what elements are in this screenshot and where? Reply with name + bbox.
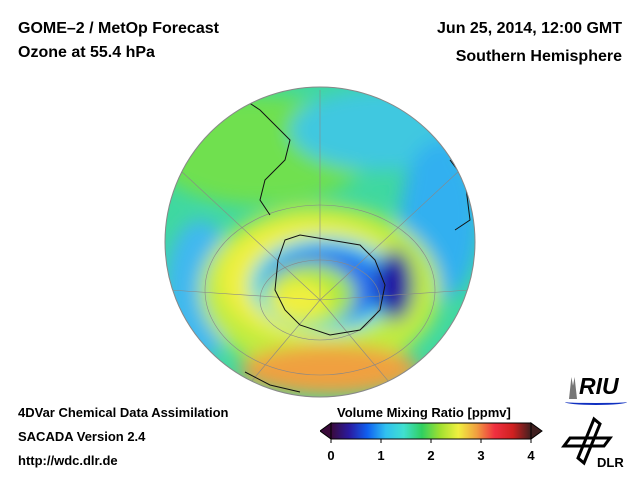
riu-logo: RIU bbox=[565, 373, 630, 405]
title-line2: Ozone at 55.4 hPa bbox=[18, 44, 155, 61]
footer-line1: 4DVar Chemical Data Assimilation bbox=[18, 405, 229, 420]
footer-line2: SACADA Version 2.4 bbox=[18, 429, 146, 444]
colorbar-tick-label: 0 bbox=[327, 448, 334, 463]
colorbar-tick-label: 4 bbox=[527, 448, 535, 463]
graticule bbox=[169, 90, 471, 396]
colorbar-tick-label: 1 bbox=[377, 448, 384, 463]
title-line1: GOME–2 / MetOp Forecast bbox=[18, 20, 219, 37]
colorbar-gradient bbox=[330, 422, 532, 440]
colorbar-min-arrow bbox=[320, 422, 332, 440]
svg-text:DLR: DLR bbox=[597, 455, 624, 470]
colorbar-max-arrow bbox=[530, 422, 543, 440]
footer-url: http://wdc.dlr.de bbox=[18, 453, 118, 468]
colorbar-tick-label: 3 bbox=[477, 448, 484, 463]
date-label: Jun 25, 2014, 12:00 GMT bbox=[437, 20, 622, 37]
region-label: Southern Hemisphere bbox=[455, 48, 622, 65]
colorbar: 0 1 2 3 4 bbox=[320, 422, 543, 463]
dlr-logo: DLR bbox=[561, 416, 624, 470]
colorbar-title: Volume Mixing Ratio [ppmv] bbox=[337, 405, 511, 420]
coastlines bbox=[229, 89, 471, 393]
colorbar-tick-label: 2 bbox=[427, 448, 434, 463]
